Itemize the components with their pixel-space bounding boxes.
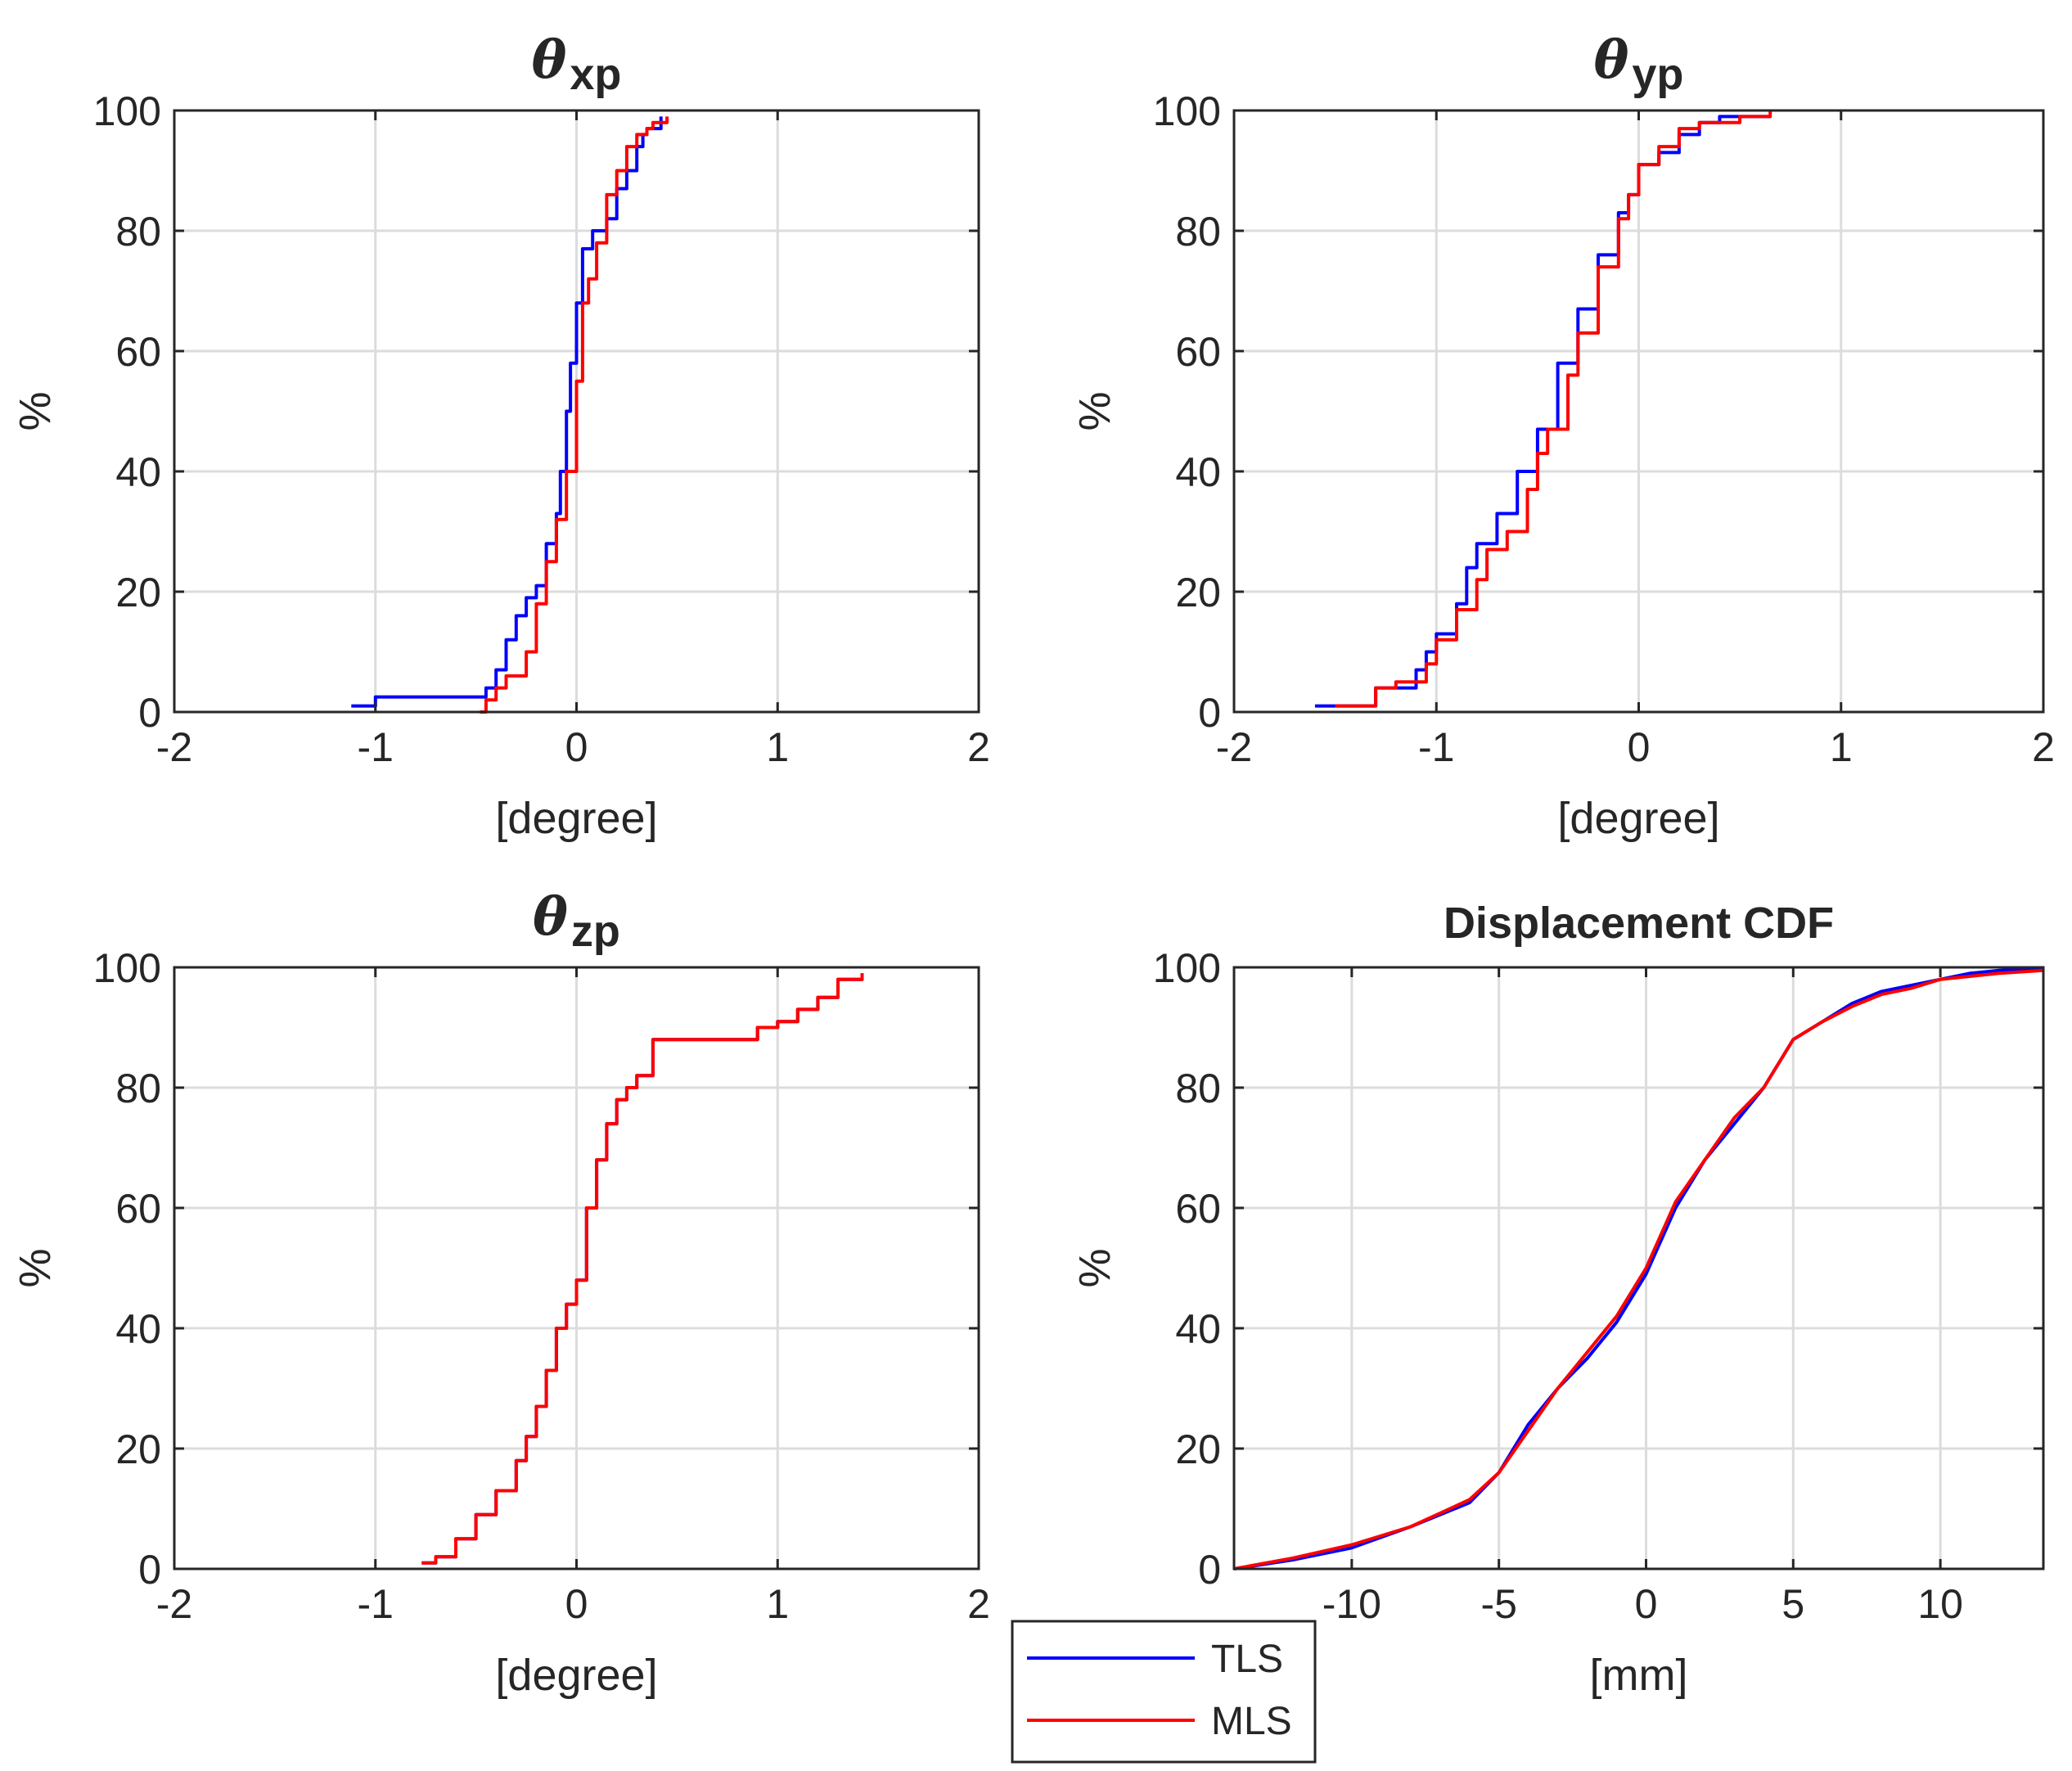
y-axis-label: %: [11, 1248, 60, 1287]
y-tick-label: 0: [138, 1547, 161, 1593]
title-subscript: zp: [571, 907, 620, 956]
plot-area: [1234, 967, 2043, 1569]
y-tick-label: 100: [1153, 945, 1221, 991]
title-symbol: θ: [533, 886, 568, 948]
x-tick-label: 5: [1781, 1581, 1804, 1627]
y-tick-label: 20: [115, 1426, 161, 1472]
x-tick-label: -10: [1322, 1581, 1381, 1627]
x-tick-label: 10: [1917, 1581, 1963, 1627]
y-tick-label: 40: [115, 1306, 161, 1352]
chart-title: θyp: [1594, 29, 1684, 99]
title-symbol: θ: [532, 29, 567, 91]
y-tick-label: 100: [93, 945, 161, 991]
title-subscript: yp: [1632, 50, 1683, 99]
series-line-mls: [480, 116, 669, 714]
x-tick-label: -1: [358, 1581, 394, 1627]
y-tick-label: 0: [1198, 690, 1221, 736]
x-axis-label: [degree]: [495, 794, 657, 843]
y-tick-label: 40: [115, 449, 161, 495]
x-tick-label: -1: [358, 724, 394, 770]
y-tick-label: 40: [1175, 449, 1221, 495]
x-tick-label: 0: [565, 724, 588, 770]
x-tick-label: -2: [1216, 724, 1252, 770]
y-tick-label: 0: [1198, 1547, 1221, 1593]
y-tick-label: 0: [138, 690, 161, 736]
x-axis-label: [mm]: [1590, 1651, 1688, 1700]
chart-title: Displacement CDF: [1444, 899, 1834, 948]
x-tick-label: 0: [1628, 724, 1651, 770]
legend-label-tls: TLS: [1211, 1638, 1283, 1681]
x-tick-label: 0: [1635, 1581, 1658, 1627]
legend-box: [1011, 1620, 1317, 1764]
y-tick-label: 80: [115, 209, 161, 255]
series-line-mls: [421, 973, 864, 1565]
series-line-mls: [1233, 968, 2044, 1570]
y-tick-label: 100: [93, 88, 161, 134]
y-tick-label: 60: [115, 1186, 161, 1232]
x-tick-label: -5: [1480, 1581, 1516, 1627]
x-tick-label: 1: [766, 724, 789, 770]
x-tick-label: -1: [1418, 724, 1454, 770]
y-tick-label: 60: [115, 329, 161, 375]
axes-frame: [1232, 966, 2045, 1570]
x-tick-label: 1: [766, 1581, 789, 1627]
series-line-tls: [1233, 967, 2044, 1570]
y-tick-label: 20: [115, 570, 161, 615]
title-subscript: xp: [570, 50, 621, 99]
chart-title: θzp: [533, 886, 620, 956]
series-line-mls: [1335, 110, 1772, 708]
y-tick-label: 60: [1175, 329, 1221, 375]
y-tick-label: 20: [1175, 570, 1221, 615]
legend-label-mls: MLS: [1211, 1700, 1292, 1743]
x-tick-label: -2: [156, 724, 192, 770]
y-tick-label: 20: [1175, 1426, 1221, 1472]
x-tick-label: 2: [2032, 724, 2055, 770]
y-tick-label: 100: [1153, 88, 1221, 134]
x-tick-label: -2: [156, 1581, 192, 1627]
y-axis-label: %: [11, 391, 60, 430]
y-tick-label: 40: [1175, 1306, 1221, 1352]
x-tick-label: 2: [967, 1581, 990, 1627]
legend: TLS MLS: [1011, 1620, 1317, 1764]
x-tick-label: 2: [967, 724, 990, 770]
title-symbol: θ: [1594, 29, 1629, 91]
x-axis-label: [degree]: [495, 1651, 657, 1700]
x-axis-label: [degree]: [1557, 794, 1719, 843]
chart-title: θxp: [532, 29, 622, 99]
y-tick-label: 80: [1175, 1066, 1221, 1111]
x-tick-label: 0: [565, 1581, 588, 1627]
y-axis-label: %: [1070, 1248, 1119, 1287]
x-tick-label: 1: [1830, 724, 1853, 770]
y-tick-label: 60: [1175, 1186, 1221, 1232]
series-line-tls: [351, 116, 663, 708]
y-axis-label: %: [1070, 391, 1119, 430]
y-tick-label: 80: [115, 1066, 161, 1111]
y-tick-label: 80: [1175, 209, 1221, 255]
